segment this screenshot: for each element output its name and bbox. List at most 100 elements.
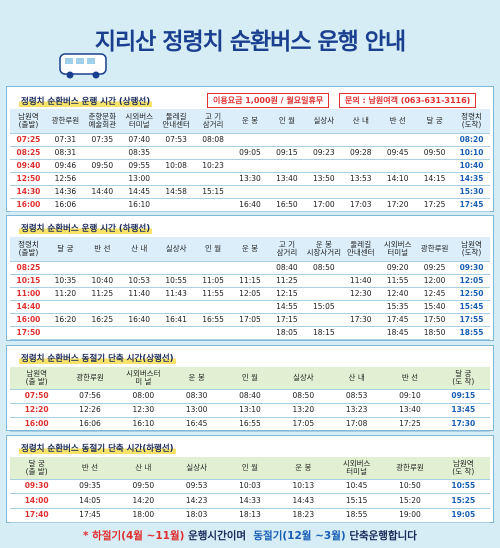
time-cell: 12:15	[268, 287, 306, 301]
time-row: 09:30 09:35 09:50 09:53 10:03 10:13 10:45 10:50…	[10, 479, 490, 494]
time-cell: 09:15	[436, 389, 490, 404]
time-cell: 13:40	[383, 403, 437, 418]
time-cell: 09:50	[416, 146, 454, 160]
time-cell: 09:53	[169, 479, 224, 494]
empty-cell	[379, 185, 417, 199]
fare-notice: 이용요금 1,000원 / 월요일휴무	[207, 93, 330, 108]
time-cell: 19:05	[436, 508, 490, 523]
time-cell: 08:30	[169, 389, 224, 404]
time-cell: 17:20	[379, 198, 417, 212]
time-cell: 10:55	[157, 274, 195, 288]
column-header: 남원역 (도착)	[453, 237, 490, 262]
empty-cell	[157, 261, 195, 275]
empty-cell	[83, 198, 121, 212]
column-header: 반 선	[383, 367, 437, 390]
time-cell: 17:25	[383, 417, 437, 432]
time-cell: 14:33	[223, 493, 277, 509]
time-cell: 17:50	[416, 313, 454, 327]
timetable-panel: 정령치 순환버스 운행 시간 (상행선) 이용요금 1,000원 / 월요일휴무…	[6, 86, 494, 212]
column-header: 산 내	[120, 237, 158, 262]
time-cell: 18:03	[169, 508, 224, 523]
summer-text: 운행시간이며	[188, 530, 247, 542]
time-cell: 17:15	[268, 313, 306, 327]
column-header: 정령치 (도착)	[453, 109, 490, 134]
time-cell: 13:20	[276, 403, 330, 418]
empty-cell	[342, 326, 380, 340]
time-cell: 08:20	[453, 133, 490, 147]
empty-cell	[231, 326, 269, 340]
column-header: 달 궁	[416, 109, 454, 134]
column-header: 운 봉	[276, 457, 330, 480]
time-row: 08:25 08:40 08:50 09:20 09:25 09:30	[10, 261, 490, 275]
column-header: 고 기 삼거리	[268, 237, 306, 262]
time-cell: 14:05	[63, 493, 117, 509]
page-title: 지리산 정령치 순환버스 운행 안내	[94, 29, 406, 55]
contact-notice: 문의 : 남원여객 (063-631-3116)	[339, 93, 477, 108]
time-cell: 09:35	[63, 479, 117, 494]
time-cell: 15:15	[194, 185, 232, 199]
column-header: 산 내	[116, 457, 170, 480]
empty-cell	[268, 159, 306, 173]
time-cell: 16:00	[10, 198, 47, 212]
column-header: 고 기 삼거리	[194, 109, 232, 134]
time-cell: 08:53	[329, 389, 384, 404]
time-cell: 16:41	[157, 313, 195, 327]
time-cell: 13:50	[305, 172, 343, 186]
time-cell: 09:45	[379, 146, 417, 160]
empty-cell	[305, 287, 343, 301]
time-cell: 17:45	[453, 198, 490, 212]
time-cell: 18:05	[268, 326, 306, 340]
time-cell: 17:25	[416, 198, 454, 212]
summer-label: * 하절기(4월 ~11월)	[83, 530, 185, 542]
empty-cell	[416, 133, 454, 147]
column-header: 운 봉 시장사거리	[305, 237, 343, 262]
time-cell: 10:10	[453, 146, 490, 160]
time-cell: 08:08	[194, 133, 232, 147]
column-header: 광한루원	[383, 457, 437, 480]
column-header: 둘레길 안내센터	[157, 109, 195, 134]
time-cell: 10:55	[436, 479, 490, 494]
time-cell: 08:50	[305, 261, 343, 275]
empty-cell	[157, 300, 195, 314]
time-cell: 08:40	[268, 261, 306, 275]
empty-cell	[194, 198, 232, 212]
time-cell: 16:55	[194, 313, 232, 327]
time-cell: 10:13	[276, 479, 330, 494]
time-cell: 11:25	[83, 287, 121, 301]
time-cell: 15:05	[305, 300, 343, 314]
column-header: 시외버스 터미널	[120, 109, 158, 134]
time-cell: 12:05	[453, 274, 490, 288]
time-cell: 12:26	[63, 403, 117, 418]
empty-cell	[342, 185, 380, 199]
column-header: 달 궁 (도 착)	[436, 367, 490, 390]
time-cell: 18:55	[329, 508, 384, 523]
time-cell: 12:56	[46, 172, 84, 186]
time-cell: 11:43	[157, 287, 195, 301]
time-row: 12:20 12:26 12:30 13:00 13:10 13:20 13:23 13:40…	[10, 403, 490, 418]
time-cell: 11:55	[379, 274, 417, 288]
empty-cell	[268, 133, 306, 147]
empty-cell	[342, 159, 380, 173]
time-row: 09:40 09:46 09:50 09:55 10:08 10:23 10:40	[10, 159, 490, 173]
empty-cell	[194, 172, 232, 186]
time-cell: 16:40	[120, 313, 158, 327]
time-cell: 11:00	[10, 287, 47, 301]
time-cell: 13:00	[169, 403, 224, 418]
column-header: 운 봉	[231, 237, 269, 262]
time-cell: 13:30	[231, 172, 269, 186]
column-header: 시외버스 터미널	[329, 457, 384, 480]
empty-cell	[379, 133, 417, 147]
time-cell: 10:53	[120, 274, 158, 288]
time-row: 07:25 07:31 07:35 07:40 07:53 08:08 08:20	[10, 133, 490, 147]
empty-cell	[416, 185, 454, 199]
time-cell: 16:00	[10, 417, 64, 432]
empty-cell	[231, 300, 269, 314]
time-row: 07:50 07:56 08:00 08:30 08:40 08:50 08:53 09:10…	[10, 389, 490, 404]
time-cell: 13:00	[120, 172, 158, 186]
column-header: 인 월	[268, 109, 306, 134]
empty-cell	[231, 133, 269, 147]
empty-cell	[46, 261, 84, 275]
time-cell: 17:00	[305, 198, 343, 212]
